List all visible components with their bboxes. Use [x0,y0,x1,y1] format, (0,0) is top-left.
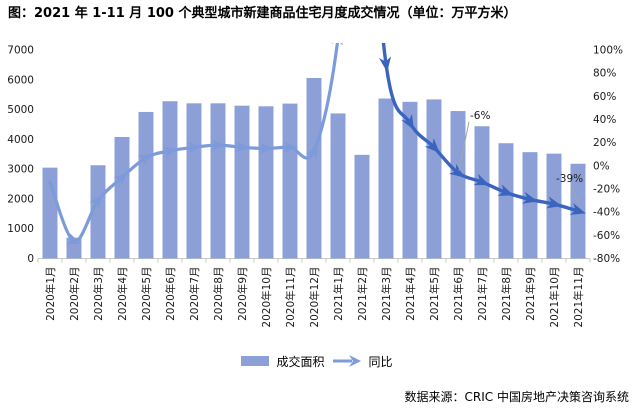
bar-2020年8月 [210,103,226,259]
bar-2021年3月 [378,98,394,259]
annotation-label: -6% [470,110,490,122]
legend-bar-label: 成交面积 [276,354,325,369]
bar-2020年5月 [138,111,154,259]
left-axis-tick-label: 0 [27,253,34,265]
left-axis-tick-label: 4000 [7,134,34,146]
left-axis-tick-label: 3000 [7,164,34,176]
right-axis-tick-label: 100% [593,45,623,57]
x-category-label: 2021年9月 [524,267,537,321]
x-category-label: 2021年11月 [572,267,585,328]
yoy-line-2021 [379,43,586,215]
bar-2021年6月 [450,111,466,259]
bar-2020年11月 [282,103,298,259]
chart-canvas: 0 1000 2000 3000 4000 5000 6000 7000 100% 80% 60% 4… [7,43,623,328]
x-category-label: 2020年11月 [284,267,297,328]
right-axis-tick-label: 40% [593,114,616,126]
x-category-label: 2020年10月 [260,267,273,328]
left-axis-tick-label: 2000 [7,193,34,205]
bar-2021年9月 [522,152,538,259]
bar-2020年10月 [258,106,274,259]
bar-2021年8月 [498,143,514,259]
annotation-leader-line [570,184,579,204]
x-category-label: 2020年5月 [140,267,153,321]
x-category-label: 2020年2月 [68,267,81,321]
right-axis-tick-label: 60% [593,91,616,103]
x-category-label: 2021年1月 [332,267,345,321]
x-category-label: 2020年12月 [308,267,321,328]
left-axis-tick-label: 6000 [7,74,34,86]
x-category-label: 2020年3月 [92,267,105,321]
legend-line-label: 同比 [368,354,393,369]
right-axis-tick-label: -60% [593,230,620,242]
right-axis-tick-label: -20% [593,184,620,196]
right-axis-tick-label: 20% [593,137,616,149]
bar-2021年7月 [474,126,490,259]
bar-2020年12月 [306,77,322,259]
left-axis-tick-label: 7000 [7,45,34,57]
bar-2020年7月 [186,103,202,259]
bar-2021年5月 [426,99,442,259]
x-category-label: 2021年5月 [428,267,441,321]
bar-2020年6月 [162,101,178,259]
data-source: 数据来源：CRIC 中国房地产决策咨询系统 [404,390,629,404]
right-axis-tick-label: -40% [593,207,620,219]
annotation-leader-line [458,121,470,171]
x-category-label: 2021年2月 [356,267,369,321]
x-category-label: 2020年9月 [236,267,249,321]
x-category-label: 2021年8月 [500,267,513,321]
legend: 成交面积 同比 [0,352,634,370]
left-axis-tick-label: 5000 [7,104,34,116]
bar-2020年4月 [114,136,130,259]
x-category-label: 2021年6月 [452,267,465,321]
yoy-line-2020 [48,43,343,245]
x-category-label: 2020年6月 [164,267,177,321]
left-axis-tick-label: 1000 [7,223,34,235]
bar-2021年1月 [330,113,346,259]
right-axis-tick-label: -80% [593,253,620,265]
x-category-label: 2021年3月 [380,267,393,321]
annotation-label: -39% [556,173,583,185]
bar-2021年2月 [354,154,370,259]
x-category-label: 2020年1月 [44,267,57,321]
x-category-label: 2020年7月 [188,267,201,321]
x-category-label: 2020年8月 [212,267,225,321]
chart-title: 图：2021 年 1-11 月 100 个典型城市新建商品住宅月度成交情况（单位… [8,6,517,21]
x-category-label: 2020年4月 [116,267,129,321]
right-axis-tick-label: 80% [593,68,616,80]
x-category-label: 2021年4月 [404,267,417,321]
legend-line-arrow-icon [332,355,361,367]
x-category-label: 2021年7月 [476,267,489,321]
right-axis-tick-label: 0% [593,160,610,172]
bar-2020年9月 [234,105,250,259]
x-category-label: 2021年10月 [548,267,561,328]
legend-bar-swatch [241,356,270,366]
